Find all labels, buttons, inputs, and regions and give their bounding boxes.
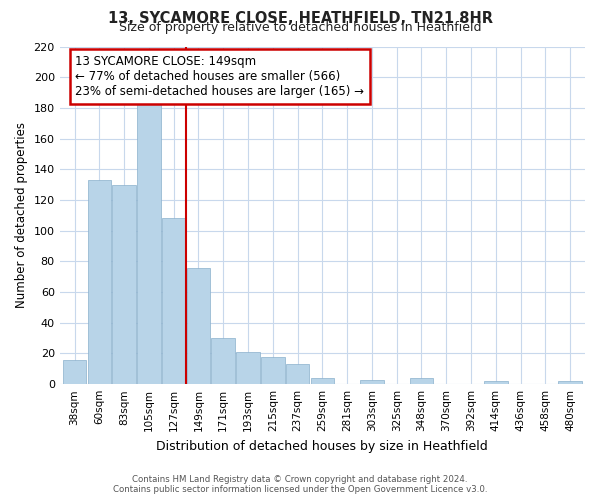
Bar	[63, 360, 86, 384]
Bar	[484, 381, 508, 384]
Bar	[360, 380, 383, 384]
Bar	[311, 378, 334, 384]
Bar	[88, 180, 111, 384]
Bar	[261, 356, 284, 384]
Y-axis label: Number of detached properties: Number of detached properties	[15, 122, 28, 308]
Bar	[286, 364, 310, 384]
Bar	[211, 338, 235, 384]
Bar	[559, 381, 582, 384]
Bar	[112, 184, 136, 384]
Bar	[236, 352, 260, 384]
Text: 13, SYCAMORE CLOSE, HEATHFIELD, TN21 8HR: 13, SYCAMORE CLOSE, HEATHFIELD, TN21 8HR	[107, 11, 493, 26]
Text: Size of property relative to detached houses in Heathfield: Size of property relative to detached ho…	[119, 21, 481, 34]
Bar	[162, 218, 185, 384]
Bar	[410, 378, 433, 384]
Text: 13 SYCAMORE CLOSE: 149sqm
← 77% of detached houses are smaller (566)
23% of semi: 13 SYCAMORE CLOSE: 149sqm ← 77% of detac…	[76, 55, 364, 98]
X-axis label: Distribution of detached houses by size in Heathfield: Distribution of detached houses by size …	[157, 440, 488, 452]
Bar	[137, 104, 161, 384]
Text: Contains HM Land Registry data © Crown copyright and database right 2024.
Contai: Contains HM Land Registry data © Crown c…	[113, 474, 487, 494]
Bar	[187, 268, 210, 384]
